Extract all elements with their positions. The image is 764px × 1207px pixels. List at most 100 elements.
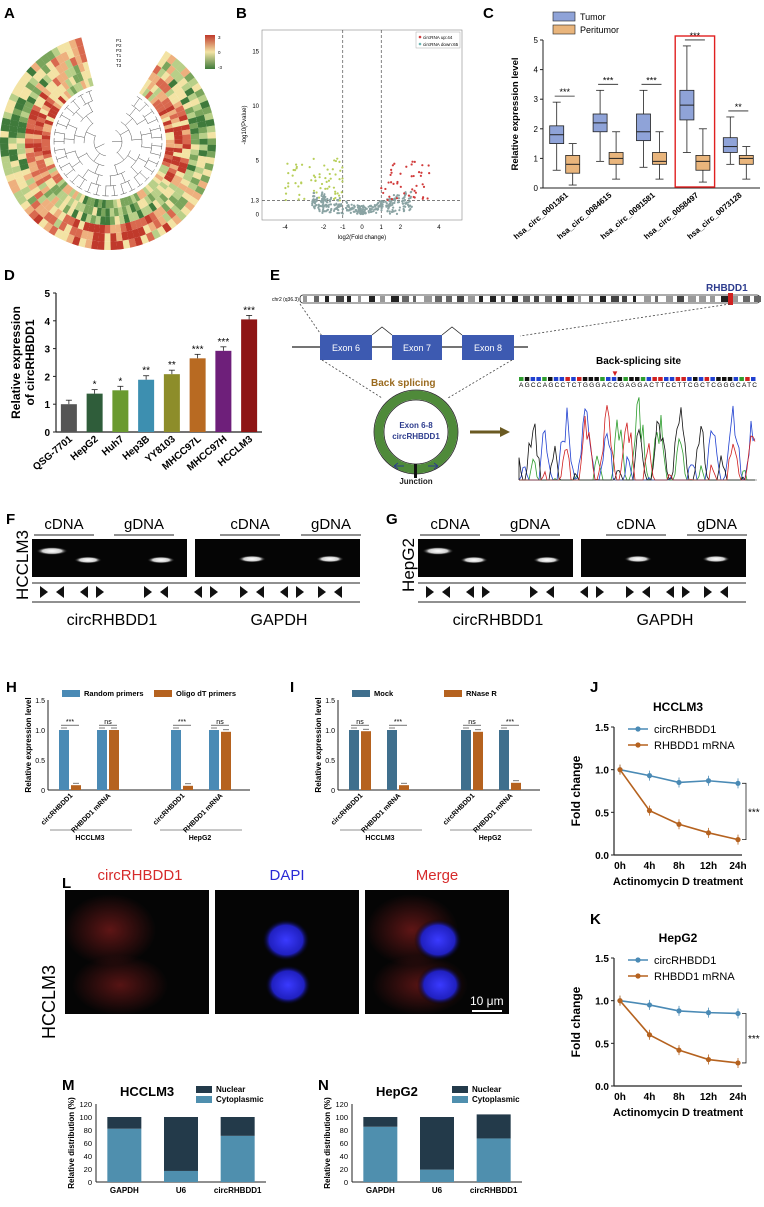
sig-label: *** bbox=[243, 305, 255, 316]
y-tick-label: 1.3 bbox=[251, 198, 260, 204]
ideogram-band bbox=[479, 296, 483, 302]
primer-arrow bbox=[482, 586, 490, 598]
heatmap-cell bbox=[33, 190, 44, 200]
data-point bbox=[410, 205, 413, 208]
sig-label: * bbox=[93, 380, 97, 391]
data-point bbox=[388, 212, 392, 215]
primer-arrow bbox=[334, 586, 342, 598]
primer-arrow bbox=[596, 586, 604, 598]
heatmap-cell bbox=[13, 189, 24, 200]
ideogram-band bbox=[622, 296, 627, 302]
heatmap-cell bbox=[1, 117, 11, 126]
heatmap-cell bbox=[27, 195, 38, 206]
gel-band bbox=[238, 555, 266, 563]
heatmap-cell bbox=[24, 138, 34, 144]
data-point bbox=[396, 182, 399, 185]
heatmap-cell bbox=[116, 198, 122, 208]
data-point bbox=[334, 159, 338, 163]
y-tick-label: 2 bbox=[44, 372, 50, 383]
heatmap-cell bbox=[10, 159, 20, 168]
chart-title: HCCLM3 bbox=[120, 1084, 174, 1099]
heatmap-cell bbox=[42, 127, 52, 133]
dendrogram-branch bbox=[77, 153, 87, 159]
ideogram-band bbox=[468, 296, 475, 302]
bar bbox=[97, 730, 107, 790]
heatmap-cell bbox=[99, 224, 106, 234]
exon-6-box bbox=[320, 335, 372, 360]
heatmap-cell bbox=[45, 60, 56, 71]
data-point bbox=[403, 192, 406, 195]
heatmap-cell bbox=[45, 50, 56, 61]
heatmap-cell bbox=[5, 173, 16, 183]
heatmap-cell bbox=[144, 204, 153, 215]
data-point bbox=[334, 173, 337, 176]
ideogram-band bbox=[490, 296, 496, 302]
heatmap-cell bbox=[29, 108, 40, 117]
heatmap-cell bbox=[105, 199, 110, 209]
splice-connector bbox=[441, 326, 463, 336]
heatmap-cell bbox=[74, 201, 83, 211]
data-point bbox=[284, 186, 287, 190]
heatmap-cell bbox=[10, 113, 21, 122]
bar bbox=[461, 730, 471, 790]
dendrogram-branch bbox=[127, 181, 133, 191]
bar-segment bbox=[476, 1138, 511, 1182]
sig-label: *** bbox=[748, 1034, 760, 1045]
gel-band bbox=[316, 555, 344, 563]
x-tick-label: RHBDD1 mRNA bbox=[182, 792, 224, 834]
heatmap-cell bbox=[180, 178, 191, 187]
ideogram-band bbox=[413, 296, 416, 302]
heatmap-cell bbox=[161, 116, 171, 123]
heatmap-cell bbox=[40, 198, 51, 208]
heatmap-cell bbox=[18, 76, 29, 87]
heatmap-cell bbox=[168, 78, 178, 89]
heatmap-cell bbox=[25, 177, 36, 187]
heatmap-cell bbox=[170, 96, 181, 106]
gel-band bbox=[702, 555, 730, 563]
data-point bbox=[300, 163, 304, 166]
heatmap-cell bbox=[28, 76, 39, 87]
heatmap-cell bbox=[133, 192, 141, 202]
data-point bbox=[324, 210, 328, 213]
gel-band bbox=[74, 556, 102, 564]
y-tick-label: 2 bbox=[534, 125, 539, 134]
heatmap-cell bbox=[16, 195, 28, 206]
data-point bbox=[312, 157, 315, 161]
plot-frame bbox=[261, 29, 463, 221]
heatmap-cell bbox=[165, 170, 176, 179]
heatmap-cell bbox=[168, 195, 179, 205]
sig-label: ns bbox=[216, 719, 224, 726]
y-axis-label: Relative distribution (%) bbox=[323, 1097, 332, 1189]
gene-locus-marker bbox=[728, 293, 733, 305]
x-tick-label: -2 bbox=[321, 225, 327, 231]
data-point bbox=[333, 159, 336, 162]
legend-label: Nuclear bbox=[216, 1085, 245, 1094]
data-point bbox=[676, 779, 682, 786]
data-point bbox=[334, 190, 337, 193]
data-point bbox=[328, 172, 331, 176]
heatmap-cell bbox=[59, 61, 69, 72]
dendrogram-branch bbox=[147, 119, 158, 124]
heatmap-cell bbox=[54, 175, 64, 184]
heatmap-cell bbox=[37, 112, 48, 120]
legend-marker bbox=[635, 742, 641, 748]
ideogram-band bbox=[600, 296, 606, 302]
data-point bbox=[428, 172, 431, 175]
data-point bbox=[415, 184, 418, 187]
base-marker bbox=[519, 377, 524, 381]
heatmap-cell bbox=[148, 202, 158, 212]
heatmap-cell bbox=[84, 239, 93, 249]
sequencing-chromatogram bbox=[518, 397, 757, 481]
data-point bbox=[311, 202, 314, 205]
back-splicing-label: Back splicing bbox=[371, 378, 435, 389]
primer-arrow bbox=[256, 586, 264, 598]
heatmap-cell bbox=[37, 162, 47, 170]
data-point bbox=[403, 198, 407, 202]
data-point bbox=[337, 212, 341, 215]
heatmap-cell bbox=[53, 208, 63, 219]
heatmap-cell bbox=[53, 218, 63, 229]
heatmap-cell bbox=[202, 106, 212, 115]
row-label: T2 bbox=[116, 58, 122, 63]
y-tick-label: 0 bbox=[331, 788, 335, 795]
heatmap-cell bbox=[75, 210, 84, 221]
